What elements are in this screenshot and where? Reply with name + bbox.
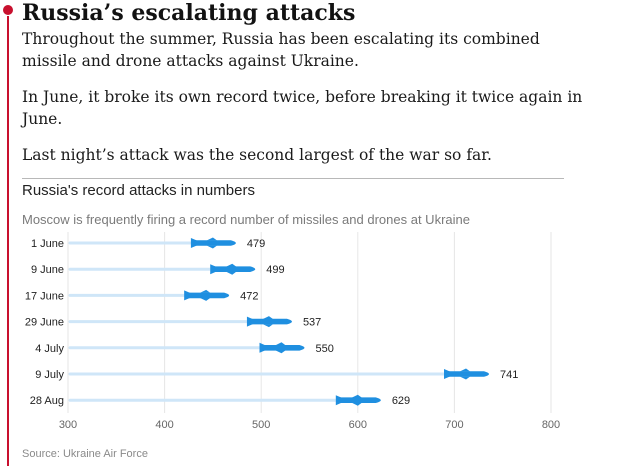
missile-4 <box>259 342 305 354</box>
x-tick-label-4: 700 <box>445 419 463 431</box>
x-tick-label-0: 300 <box>59 419 77 431</box>
divider <box>22 178 564 179</box>
paragraph-2: In June, it broke its own record twice, … <box>22 88 583 128</box>
value-label-4: 550 <box>316 343 334 355</box>
missile-1 <box>210 263 256 275</box>
missile-wings-0 <box>206 237 217 249</box>
missile-6 <box>335 394 381 406</box>
missile-5 <box>444 368 490 380</box>
category-label-1: 9 June <box>31 264 64 276</box>
value-label-1: 499 <box>266 264 284 276</box>
headline: Russia’s escalating attacks <box>22 0 356 26</box>
attacks-chart: 1 June 479 9 June 499 17 June 472 29 June 537 4 … <box>25 232 560 431</box>
x-tick-label-2: 500 <box>252 419 270 431</box>
paragraph-3: Last night’s attack was the second large… <box>22 146 492 164</box>
accent-rule <box>7 16 9 466</box>
missile-body-1 <box>214 266 256 272</box>
category-label-0: 1 June <box>31 238 64 250</box>
missile-body-0 <box>194 240 236 246</box>
missile-body-2 <box>188 292 230 299</box>
missile-wings-3 <box>262 316 273 328</box>
x-tick-label-5: 800 <box>542 419 560 431</box>
missile-body-4 <box>263 345 305 351</box>
value-label-5: 741 <box>500 369 518 381</box>
x-tick-label-3: 600 <box>349 419 367 431</box>
accent-dot <box>3 5 13 15</box>
category-label-6: 28 Aug <box>30 395 64 407</box>
missile-0 <box>190 237 236 249</box>
missile-wings-4 <box>275 342 286 354</box>
category-label-2: 17 June <box>25 290 64 302</box>
value-label-3: 537 <box>303 317 321 329</box>
source-note: Source: Ukraine Air Force <box>22 448 148 460</box>
paragraph-1: Throughout the summer, Russia has been e… <box>22 30 540 70</box>
labels-layer: 1 June 479 9 June 499 17 June 472 29 June 537 4 … <box>25 238 519 407</box>
grid-layer <box>67 232 552 413</box>
missile-3 <box>246 316 292 328</box>
category-label-3: 29 June <box>25 317 64 329</box>
missile-body-3 <box>250 318 292 325</box>
value-label-6: 629 <box>392 395 410 407</box>
missile-wings-6 <box>351 394 362 406</box>
value-label-0: 479 <box>247 238 265 250</box>
x-tick-label-1: 400 <box>155 419 173 431</box>
missile-body-5 <box>448 371 490 377</box>
axis-layer: 300 400 500 600 700 800 <box>59 419 560 431</box>
missile-wings-1 <box>226 263 237 275</box>
chart-title: Russia's record attacks in numbers <box>22 182 255 199</box>
missile-wings-2 <box>200 289 211 301</box>
chart-subtitle: Moscow is frequently firing a record num… <box>22 212 470 227</box>
missile-body-6 <box>339 397 381 403</box>
category-label-5: 9 July <box>35 369 64 381</box>
missile-wings-5 <box>460 368 471 380</box>
bars-layer <box>68 237 490 406</box>
category-label-4: 4 July <box>35 343 64 355</box>
missile-2 <box>184 289 230 301</box>
value-label-2: 472 <box>240 290 258 302</box>
